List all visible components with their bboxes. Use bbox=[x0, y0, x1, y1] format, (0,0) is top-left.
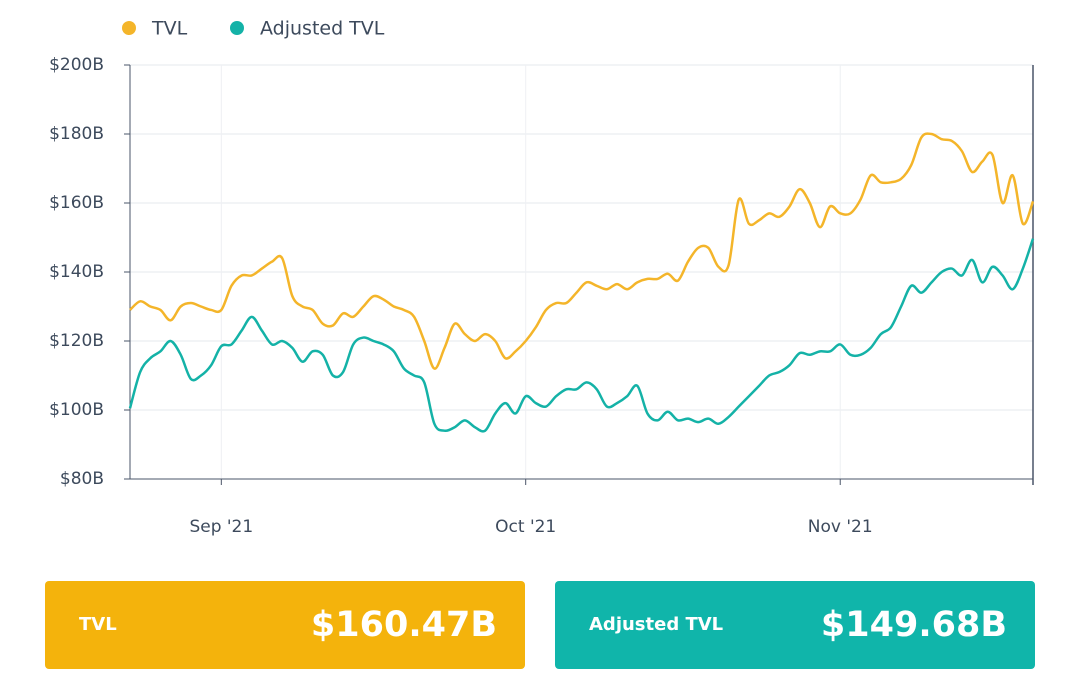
y-tick-label: $200B bbox=[49, 55, 104, 75]
y-tick-label: $160B bbox=[49, 193, 104, 213]
summary-card: TVL $160.47B bbox=[45, 581, 525, 669]
y-tick-label: $80B bbox=[60, 469, 104, 489]
y-tick-label: $120B bbox=[49, 331, 104, 351]
card-value: $149.68B bbox=[820, 605, 1007, 645]
series-line bbox=[129, 132, 1035, 370]
y-tick-label: $180B bbox=[49, 124, 104, 144]
legend-label: TVL bbox=[151, 18, 188, 40]
chart: $80B $100B $120B $140B $160B $180B $200B Sep '2… bbox=[49, 18, 1035, 537]
card-value: $160.47B bbox=[310, 605, 497, 645]
legend-label: Adjusted TVL bbox=[260, 18, 385, 40]
y-tick-label: $100B bbox=[49, 400, 104, 420]
card-name: Adjusted TVL bbox=[589, 614, 724, 635]
x-tick-label: Oct '21 bbox=[495, 517, 556, 537]
y-tick-label: $140B bbox=[49, 262, 104, 282]
x-tick-label: Sep '21 bbox=[189, 517, 253, 537]
card-name: TVL bbox=[79, 614, 117, 635]
legend-marker bbox=[230, 21, 244, 35]
series-line bbox=[128, 238, 1035, 433]
legend-marker bbox=[122, 21, 136, 35]
summary-card: Adjusted TVL $149.68B bbox=[555, 581, 1035, 669]
x-tick-label: Nov '21 bbox=[808, 517, 873, 537]
